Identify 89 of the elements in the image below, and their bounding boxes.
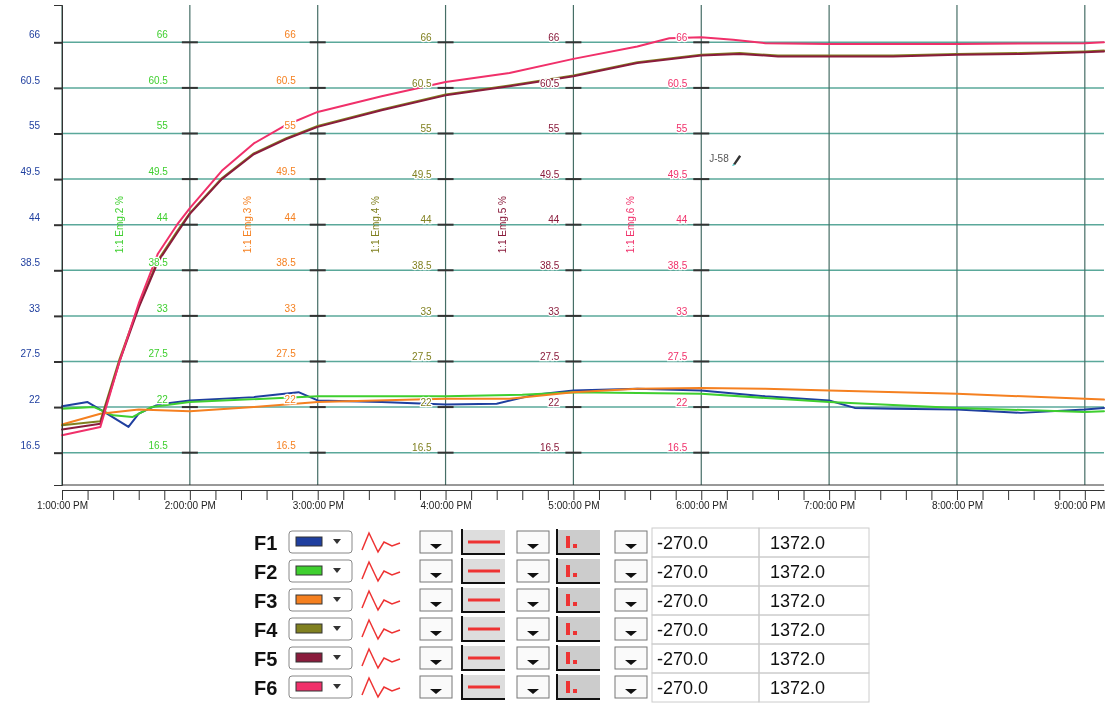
legend-label: F6 <box>254 677 278 699</box>
y-tick-label: 27.5 <box>20 348 41 360</box>
annotation: 22 <box>676 396 688 408</box>
y2-tick-label: 27.5 <box>148 348 169 360</box>
y-tick-label: 60.5 <box>20 74 41 86</box>
annotation: 44 <box>548 214 560 226</box>
legend-label: F4 <box>254 619 279 641</box>
y2-tick-label: 16.5 <box>148 439 169 451</box>
annotation: 60.5 <box>539 77 560 89</box>
x-tick-label: 8:00:00 PM <box>931 500 984 512</box>
annotation: 60.5 <box>412 77 432 89</box>
annotation: 33 <box>548 305 560 317</box>
y3-tick-label: 66 <box>284 29 297 41</box>
annotation: 55 <box>420 123 432 135</box>
text: 1372.0 <box>770 591 826 611</box>
text: -270.0 <box>657 649 709 669</box>
x-tick-label: 5:00:00 PM <box>548 500 600 512</box>
text: -270.0 <box>657 533 709 553</box>
text: 1372.0 <box>770 562 826 582</box>
y2-axis-title: 1:1 Emg.2 % <box>113 195 125 254</box>
annotation: 38.5 <box>667 260 688 272</box>
annotation: 1:1 Emg.5 % <box>497 195 509 254</box>
annotation: 49.5 <box>412 168 432 180</box>
x-tick-label: 9:00:00 PM <box>1054 500 1106 512</box>
y-tick-label: 49.5 <box>20 166 41 178</box>
y2-tick-label: 55 <box>156 120 169 132</box>
annotation: 16.5 <box>412 442 432 454</box>
annotation: 16.5 <box>667 442 688 454</box>
y2-tick-label: 44 <box>156 211 169 223</box>
y3-tick-label: 44 <box>284 211 297 223</box>
y3-tick-label: 60.5 <box>276 74 297 86</box>
annotation: 55 <box>676 123 688 135</box>
y3-axis-title: 1:1 Emg.3 % <box>241 195 253 254</box>
y-tick-label: 16.5 <box>20 439 41 451</box>
annotation: 1:1 Emg.6 % <box>625 195 637 254</box>
x-tick-label: 7:00:00 PM <box>804 500 856 512</box>
y2-tick-label: 66 <box>156 29 169 41</box>
legend-label: F5 <box>254 648 278 670</box>
text: 1372.0 <box>770 678 826 698</box>
x-tick-label: 1:00:00 PM <box>36 500 89 512</box>
annotation: 27.5 <box>539 351 560 363</box>
x-tick-label: 3:00:00 PM <box>292 500 344 512</box>
x-tick-label: 6:00:00 PM <box>676 500 728 512</box>
y2-tick-label: 22 <box>156 394 169 406</box>
annotation: 49.5 <box>539 168 560 180</box>
y3-tick-label: 38.5 <box>276 257 297 269</box>
y2-tick-label: 60.5 <box>148 74 169 86</box>
annotation: 1:1 Emg.4 % <box>369 195 381 254</box>
y-tick-label: 44 <box>28 211 41 223</box>
annotation: 44 <box>420 214 432 226</box>
y2-tick-label: 49.5 <box>148 166 169 178</box>
y3-tick-label: 33 <box>284 302 297 314</box>
text: 1372.0 <box>770 649 826 669</box>
annotation: 44 <box>676 214 688 226</box>
annotation: 38.5 <box>412 260 432 272</box>
annotation: 60.5 <box>667 77 688 89</box>
annotation: 49.5 <box>667 168 688 180</box>
annotation: 33 <box>676 305 688 317</box>
y3-tick-label: 55 <box>284 120 297 132</box>
y3-tick-label: 49.5 <box>276 166 297 178</box>
annotation: 27.5 <box>412 351 432 363</box>
legend-label: F1 <box>254 532 278 554</box>
y-tick-label: 38.5 <box>20 257 41 269</box>
text: -270.0 <box>657 620 709 640</box>
x-tick-label: 4:00:00 PM <box>420 500 472 512</box>
x-tick-label: 2:00:00 PM <box>164 500 216 512</box>
annotation: 38.5 <box>539 260 560 272</box>
annotation: 27.5 <box>667 351 688 363</box>
text: 1372.0 <box>770 533 826 553</box>
text: 1372.0 <box>770 620 826 640</box>
y3-tick-label: 27.5 <box>276 348 297 360</box>
annotation: 33 <box>420 305 432 317</box>
y-tick-label: 33 <box>28 302 41 314</box>
annotation: J-58 <box>709 153 730 164</box>
annotation: 22 <box>548 396 560 408</box>
y-tick-label: 55 <box>28 120 41 132</box>
y3-tick-label: 16.5 <box>276 439 297 451</box>
text: -270.0 <box>657 591 709 611</box>
y-tick-label: 66 <box>28 29 41 41</box>
annotation: 66 <box>548 32 560 44</box>
text: -270.0 <box>657 678 709 698</box>
annotation: 55 <box>548 123 560 135</box>
y-tick-label: 22 <box>28 394 41 406</box>
legend-label: F3 <box>254 590 278 612</box>
text: -270.0 <box>657 562 709 582</box>
annotation: 16.5 <box>539 442 560 454</box>
legend-label: F2 <box>254 561 278 583</box>
y2-tick-label: 33 <box>156 302 169 314</box>
annotation: 66 <box>420 32 432 44</box>
